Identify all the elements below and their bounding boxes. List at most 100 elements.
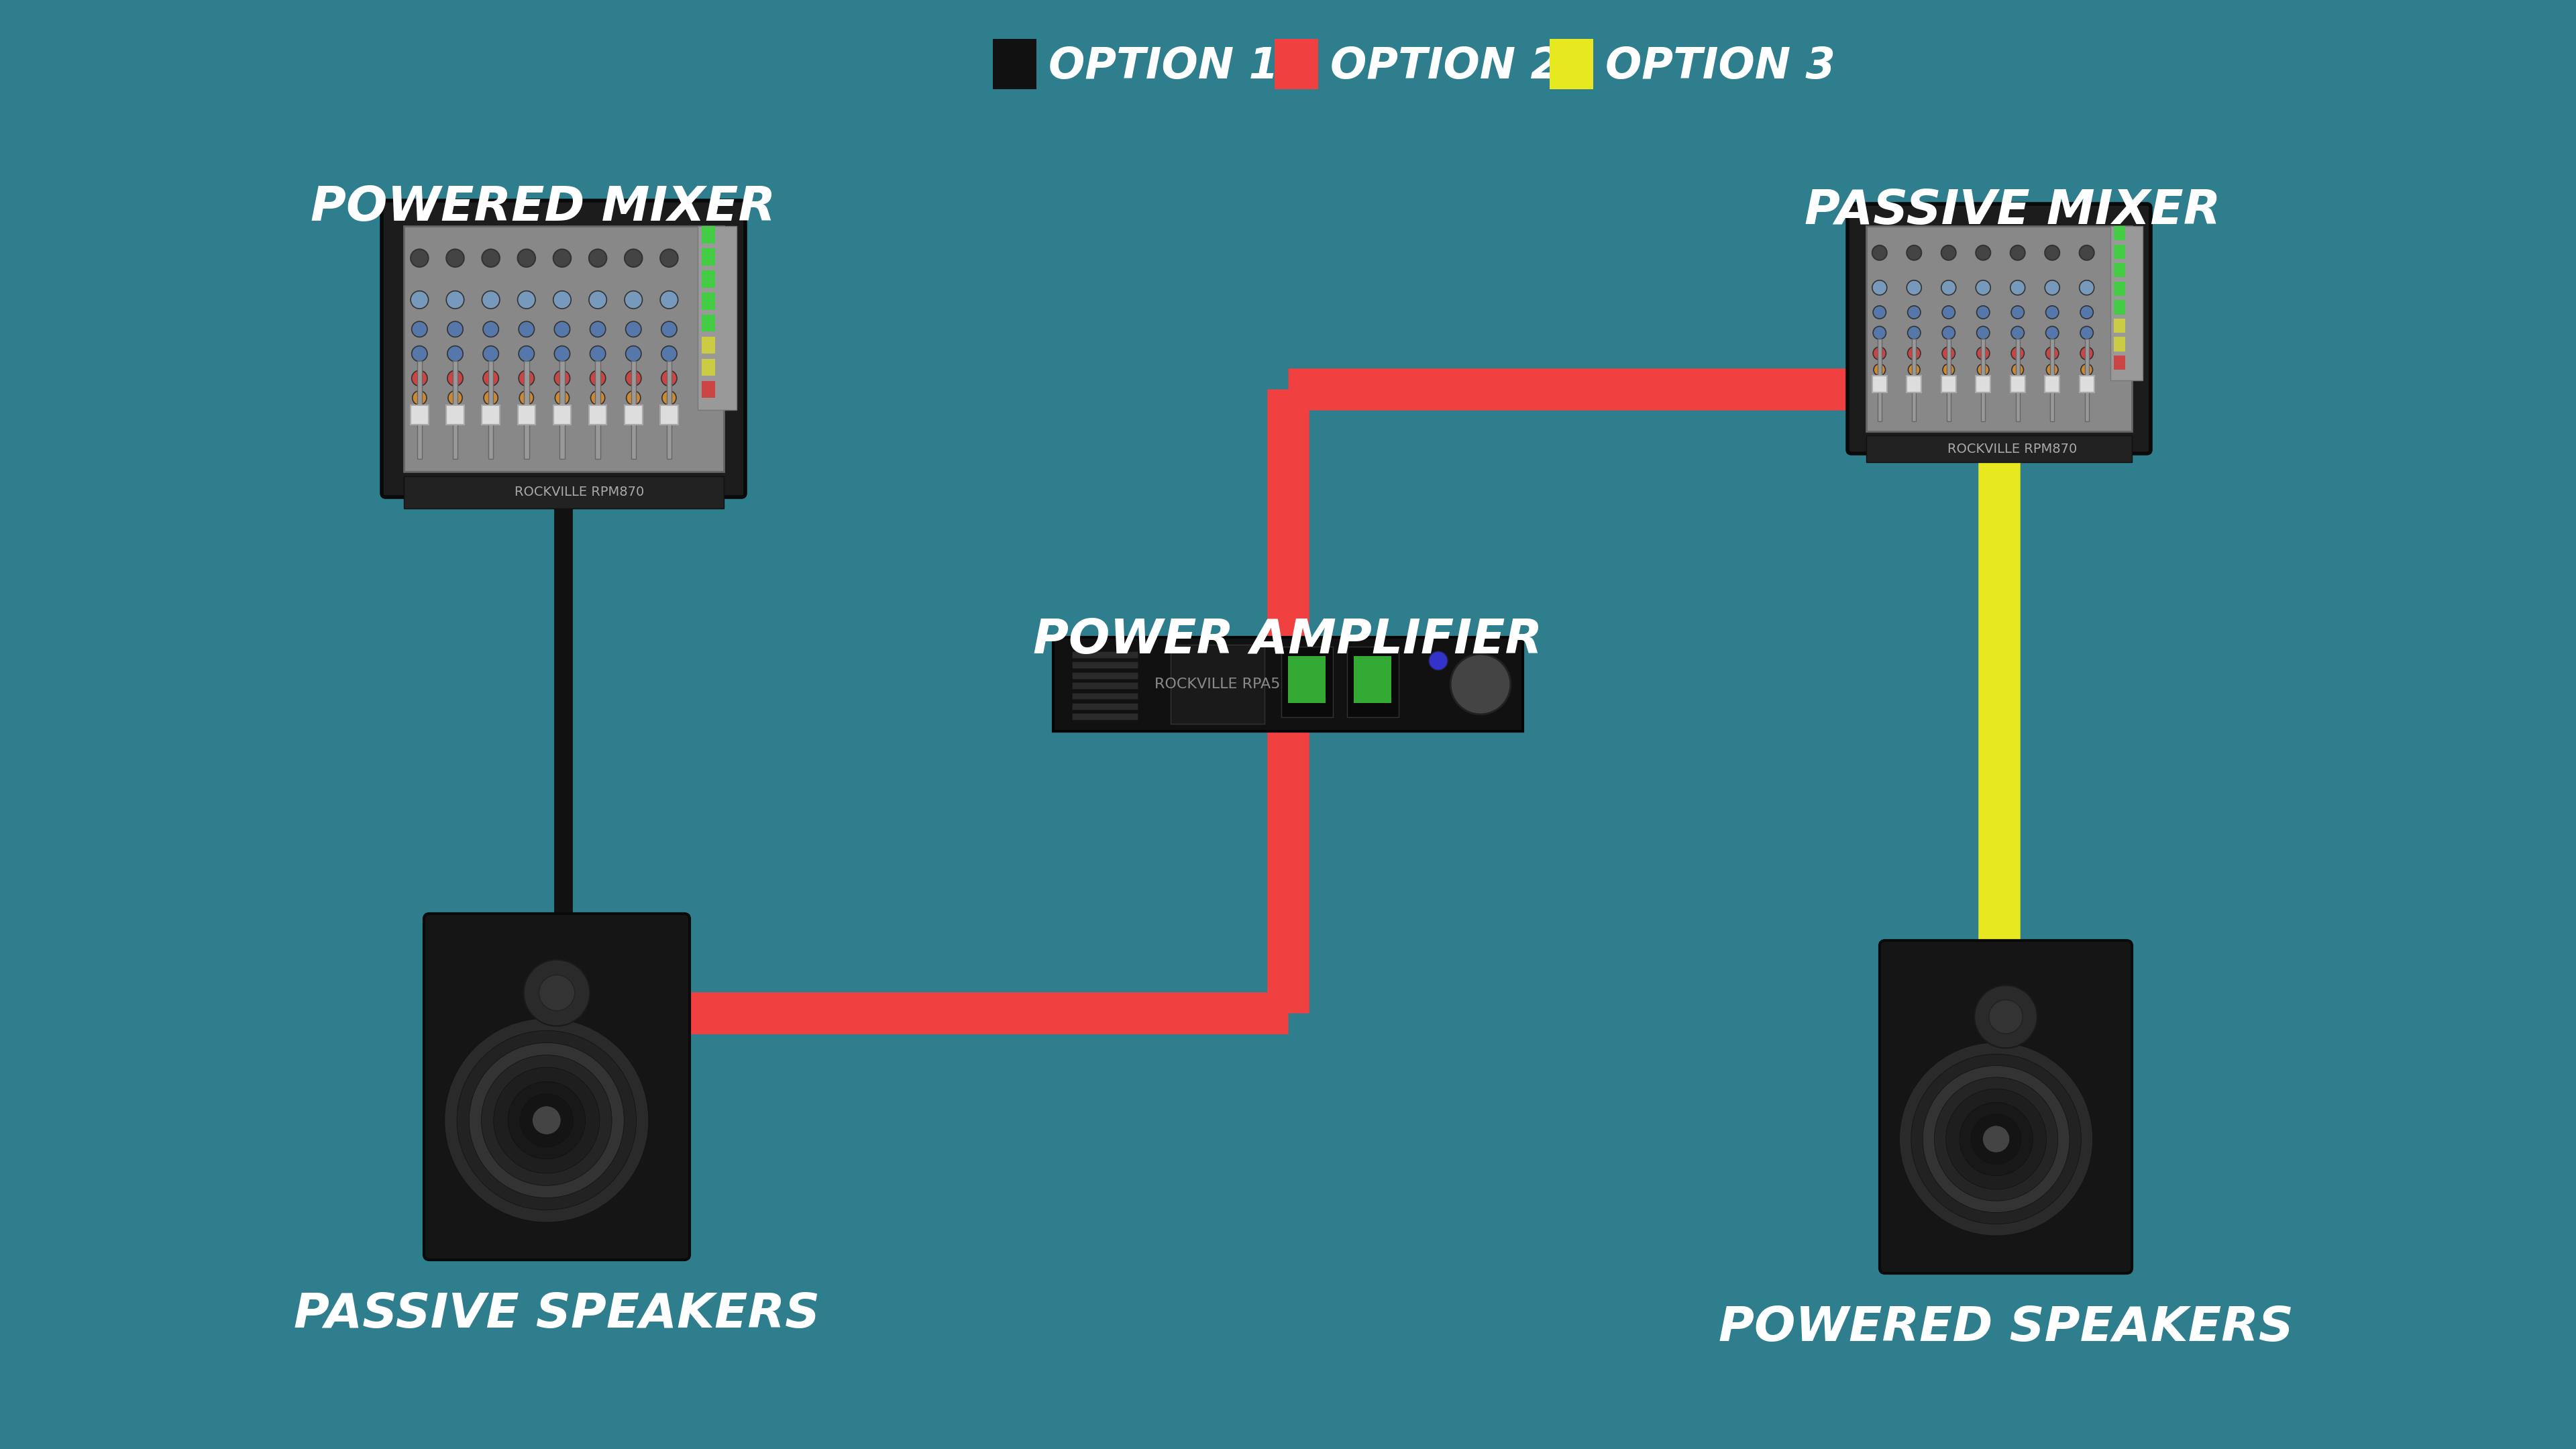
Bar xyxy=(992,39,1036,88)
Bar xyxy=(701,359,716,375)
Circle shape xyxy=(518,371,533,385)
Circle shape xyxy=(2012,364,2025,375)
Bar xyxy=(1054,638,1522,732)
Bar xyxy=(559,361,564,459)
Circle shape xyxy=(482,249,500,267)
Bar xyxy=(1942,375,1955,393)
Bar xyxy=(1072,662,1139,668)
Circle shape xyxy=(2045,306,2058,319)
Circle shape xyxy=(448,322,464,338)
Bar xyxy=(1072,652,1139,658)
Circle shape xyxy=(626,391,641,404)
Bar xyxy=(595,361,600,459)
Circle shape xyxy=(518,322,533,338)
Circle shape xyxy=(626,322,641,338)
FancyBboxPatch shape xyxy=(1847,204,2151,454)
Bar xyxy=(2084,339,2089,422)
Circle shape xyxy=(590,346,605,362)
Circle shape xyxy=(623,291,641,309)
Text: PASSIVE MIXER: PASSIVE MIXER xyxy=(1803,188,2221,235)
Circle shape xyxy=(554,371,569,385)
Circle shape xyxy=(1873,306,1886,319)
Circle shape xyxy=(554,249,572,267)
Bar xyxy=(2115,226,2125,241)
Bar xyxy=(1911,339,1917,422)
Bar xyxy=(1347,646,1399,717)
Circle shape xyxy=(2012,326,2025,339)
Bar xyxy=(1878,339,1880,422)
Circle shape xyxy=(448,371,464,385)
Circle shape xyxy=(2045,364,2058,375)
Circle shape xyxy=(626,346,641,362)
Bar xyxy=(404,477,724,509)
Circle shape xyxy=(1450,653,1510,714)
FancyBboxPatch shape xyxy=(1880,940,2133,1274)
Bar xyxy=(667,361,672,459)
Bar xyxy=(2115,338,2125,351)
Bar xyxy=(701,248,716,265)
Circle shape xyxy=(2045,245,2061,261)
Text: OPTION 1: OPTION 1 xyxy=(1048,45,1278,87)
Circle shape xyxy=(1935,1077,2058,1201)
Circle shape xyxy=(626,371,641,385)
Bar xyxy=(2115,319,2125,333)
Bar xyxy=(1280,646,1332,717)
Circle shape xyxy=(1873,326,1886,339)
Bar xyxy=(701,271,716,287)
Circle shape xyxy=(1942,364,1955,375)
Circle shape xyxy=(2081,346,2094,359)
Bar xyxy=(1275,39,1319,88)
Circle shape xyxy=(410,291,428,309)
Text: OPTION 2: OPTION 2 xyxy=(1329,45,1561,87)
Circle shape xyxy=(1976,326,1989,339)
Bar xyxy=(1072,693,1139,700)
Circle shape xyxy=(495,1068,600,1174)
Text: POWER AMPLIFIER: POWER AMPLIFIER xyxy=(1033,617,1543,664)
Circle shape xyxy=(1873,245,1886,261)
Circle shape xyxy=(2045,280,2061,296)
Bar xyxy=(623,406,641,425)
Circle shape xyxy=(1909,326,1922,339)
FancyBboxPatch shape xyxy=(381,200,744,497)
Circle shape xyxy=(2012,346,2025,359)
Bar xyxy=(701,314,716,332)
Circle shape xyxy=(662,346,677,362)
Circle shape xyxy=(1906,280,1922,296)
Bar xyxy=(410,406,428,425)
Circle shape xyxy=(518,249,536,267)
Circle shape xyxy=(590,291,608,309)
Circle shape xyxy=(590,322,605,338)
Circle shape xyxy=(448,346,464,362)
Circle shape xyxy=(590,249,608,267)
Bar xyxy=(1873,375,1886,393)
Circle shape xyxy=(1942,326,1955,339)
Circle shape xyxy=(518,346,533,362)
Circle shape xyxy=(412,346,428,362)
Circle shape xyxy=(446,1019,649,1223)
Bar xyxy=(2110,226,2143,380)
Text: POWERED MIXER: POWERED MIXER xyxy=(312,184,775,230)
Bar xyxy=(2115,245,2125,259)
Circle shape xyxy=(2079,280,2094,296)
Circle shape xyxy=(1945,1088,2045,1190)
Circle shape xyxy=(1942,280,1955,296)
Bar xyxy=(2014,339,2020,422)
Bar xyxy=(1551,39,1592,88)
Circle shape xyxy=(518,291,536,309)
Circle shape xyxy=(554,346,569,362)
Text: ROCKVILLE RPM870: ROCKVILLE RPM870 xyxy=(515,485,644,498)
Circle shape xyxy=(2079,245,2094,261)
Bar xyxy=(1976,375,1991,393)
Circle shape xyxy=(1976,346,1989,359)
Bar xyxy=(1947,339,1950,422)
Circle shape xyxy=(662,371,677,385)
Circle shape xyxy=(1922,1065,2069,1213)
Circle shape xyxy=(1989,1000,2022,1033)
Bar xyxy=(2115,281,2125,296)
Circle shape xyxy=(590,391,605,404)
Circle shape xyxy=(1873,364,1886,375)
Circle shape xyxy=(1899,1042,2092,1236)
Circle shape xyxy=(1942,306,1955,319)
Bar xyxy=(1170,645,1265,723)
Circle shape xyxy=(448,391,461,404)
